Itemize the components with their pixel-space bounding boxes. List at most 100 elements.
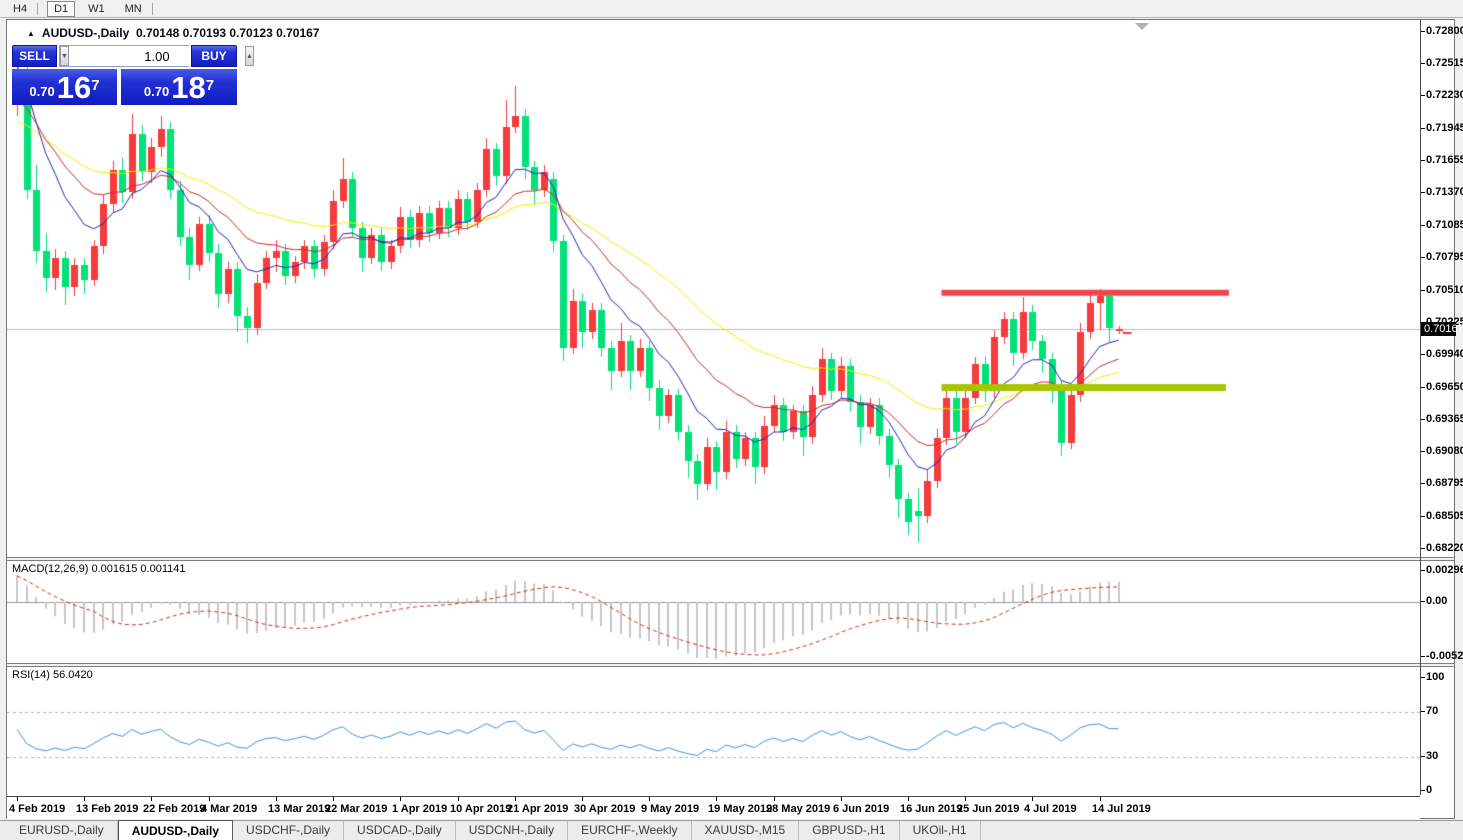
date-tick-mark <box>333 797 334 801</box>
price-axis-label: 0.69080 <box>1421 445 1463 457</box>
price-axis-label: 0.71085 <box>1421 219 1463 231</box>
date-tick-mark <box>276 797 277 801</box>
date-axis-label: 21 Apr 2019 <box>507 803 569 815</box>
price-axis-label: 0.68795 <box>1421 477 1463 489</box>
date-axis-label: 30 Apr 2019 <box>574 803 636 815</box>
tab-eurchf-weekly[interactable]: EURCHF-,Weekly <box>568 821 692 840</box>
tab-audusd-daily[interactable]: AUDUSD-,Daily <box>117 820 234 840</box>
date-tick-mark <box>17 797 18 801</box>
rsi-label: RSI(14) 56.0420 <box>12 669 93 681</box>
buy-price-pips: 18 <box>171 70 206 105</box>
timeframe-button-h4[interactable]: H4 <box>13 2 28 15</box>
current-price-tag: 0.70167 <box>1421 322 1463 336</box>
price-axis-label: 0.72800 <box>1421 25 1463 37</box>
rsi-pane <box>7 667 1420 796</box>
date-axis[interactable]: 4 Feb 2019 13 Feb 2019 22 Feb 2019 4 Mar 20… <box>7 796 1420 819</box>
rsi-axis-label: 30 <box>1421 750 1438 762</box>
date-axis-label: 25 Jun 2019 <box>957 803 1020 815</box>
date-tick-mark <box>908 797 909 801</box>
price-axis-label: 0.68220 <box>1421 542 1463 554</box>
macd-axis-label: 0.00 <box>1421 595 1447 607</box>
chart-symbol-label: AUDUSD-,Daily 0.70148 0.70193 0.70123 0.… <box>41 26 320 40</box>
toolbar-separator <box>151 2 153 15</box>
sell-price-prefix: 0.70 <box>29 84 55 99</box>
date-axis-label: 6 Jun 2019 <box>833 803 890 815</box>
price-axis-label: 0.69940 <box>1421 348 1463 360</box>
chart-window: ▲ AUDUSD-,Daily 0.70148 0.70193 0.70123 … <box>6 19 1463 819</box>
date-tick-mark <box>84 797 85 801</box>
date-axis-label: 22 Feb 2019 <box>143 803 206 815</box>
date-axis-label: 19 May 2019 <box>708 803 773 815</box>
tab-usdcnh-daily[interactable]: USDCNH-,Daily <box>456 821 569 840</box>
date-tick-mark <box>774 797 775 801</box>
volume-decrease-icon[interactable]: ▼ <box>60 46 69 66</box>
date-tick-mark <box>209 797 210 801</box>
tab-xauusd-m15[interactable]: XAUUSD-,M15 <box>692 821 800 840</box>
rsi-indicator-canvas[interactable] <box>7 667 1420 796</box>
price-pane <box>7 20 1420 557</box>
price-axis-label: 0.69365 <box>1421 413 1463 425</box>
date-tick-mark <box>1100 797 1101 801</box>
date-axis-label: 14 Jul 2019 <box>1092 803 1151 815</box>
macd-label: MACD(12,26,9) 0.001615 0.001141 <box>12 563 186 575</box>
price-chart-canvas[interactable] <box>7 20 1420 557</box>
timeframe-toolbar: H4 D1 W1 MN <box>0 0 1463 18</box>
price-axis-label: 0.70510 <box>1421 284 1463 296</box>
date-axis-label: 4 Jul 2019 <box>1024 803 1077 815</box>
date-axis-label: 13 Feb 2019 <box>76 803 139 815</box>
sell-price-pips: 16 <box>56 70 92 105</box>
chart-tab-bar: EURUSD-,Daily AUDUSD-,Daily USDCHF-,Daily U… <box>0 820 1463 840</box>
buy-button[interactable]: BUY <box>191 45 237 67</box>
date-axis-label: 13 Mar 2019 <box>268 803 331 815</box>
rsi-axis-label: 70 <box>1421 705 1438 717</box>
timeframe-button-mn[interactable]: MN <box>124 2 142 15</box>
date-tick-mark <box>458 797 459 801</box>
tab-usdchf-daily[interactable]: USDCHF-,Daily <box>233 821 345 840</box>
price-axis-label: 0.68505 <box>1421 510 1463 522</box>
tab-ukoil-h1[interactable]: UKOil-,H1 <box>900 821 981 840</box>
collapse-chart-icon[interactable]: ▲ <box>27 28 35 38</box>
date-tick-mark <box>515 797 516 801</box>
chart-ohlc-values: 0.70148 0.70193 0.70123 0.70167 <box>135 26 320 40</box>
timeframe-button-d1[interactable]: D1 <box>47 0 76 17</box>
date-tick-mark <box>582 797 583 801</box>
date-tick-mark <box>649 797 650 801</box>
rsi-axis-label: 0 <box>1421 784 1432 796</box>
one-click-trade-panel: SELL ▼ ▲ BUY 0.70 16 7 0.70 18 7 <box>12 45 254 105</box>
price-axis-border <box>1420 20 1421 795</box>
pane-splitter[interactable] <box>7 557 1454 561</box>
date-tick-mark <box>965 797 966 801</box>
sell-button[interactable]: SELL <box>12 45 57 67</box>
scroll-to-end-icon[interactable] <box>1135 23 1149 30</box>
date-tick-mark <box>716 797 717 801</box>
chart-title: ▲ AUDUSD-,Daily 0.70148 0.70193 0.70123 … <box>27 26 319 40</box>
price-axis-label: 0.71370 <box>1421 186 1463 198</box>
date-tick-mark <box>841 797 842 801</box>
tab-gbpusd-h1[interactable]: GBPUSD-,H1 <box>799 821 900 840</box>
date-tick-mark <box>1032 797 1033 801</box>
date-axis-label: 22 Mar 2019 <box>325 803 388 815</box>
rsi-axis-label: 100 <box>1421 671 1444 683</box>
volume-increase-icon[interactable]: ▲ <box>244 46 254 66</box>
macd-indicator-canvas[interactable] <box>7 561 1420 663</box>
price-axis-label: 0.72515 <box>1421 57 1463 69</box>
price-axis-label: 0.71655 <box>1421 154 1463 166</box>
date-axis-label: 16 Jun 2019 <box>900 803 963 815</box>
date-axis-label: 1 Apr 2019 <box>392 803 448 815</box>
pane-splitter[interactable] <box>7 663 1454 667</box>
date-axis-label: 9 May 2019 <box>641 803 700 815</box>
date-axis-label: 28 May 2019 <box>766 803 831 815</box>
sell-quote-button[interactable]: 0.70 16 7 <box>12 69 117 105</box>
buy-quote-button[interactable]: 0.70 18 7 <box>121 69 237 105</box>
tab-eurusd-daily[interactable]: EURUSD-,Daily <box>6 821 118 840</box>
date-axis-label: 10 Apr 2019 <box>450 803 512 815</box>
price-axis-label: 0.71945 <box>1421 122 1463 134</box>
timeframe-button-w1[interactable]: W1 <box>88 2 105 15</box>
buy-price-point: 7 <box>205 77 215 94</box>
tab-usdcad-daily[interactable]: USDCAD-,Daily <box>344 821 456 840</box>
buy-price-prefix: 0.70 <box>143 84 170 99</box>
date-axis-label: 4 Feb 2019 <box>9 803 66 815</box>
date-axis-label: 4 Mar 2019 <box>201 803 258 815</box>
price-axis-label: 0.72230 <box>1421 89 1463 101</box>
